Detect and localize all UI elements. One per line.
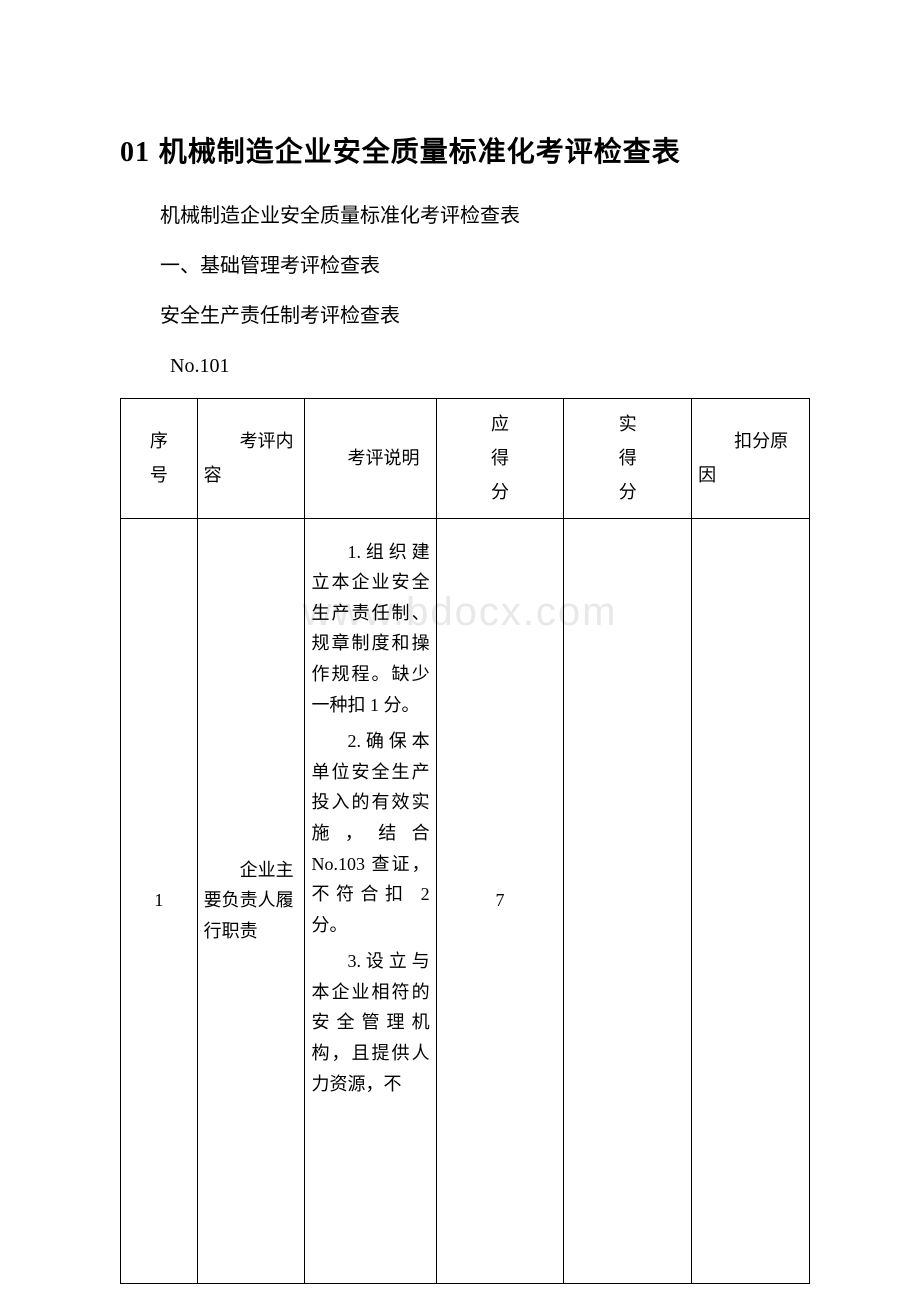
header-seq-l2: 号 (150, 465, 168, 485)
header-c4-l1: 应 (491, 414, 509, 434)
cell-desc: 1.组织建立本企业安全生产责任制、规章制度和操作规程。缺少一种扣 1 分。 2.… (305, 518, 436, 1283)
table-row: 1 企业主要负责人履行职责 1.组织建立本企业安全生产责任制、规章制度和操作规程… (121, 518, 810, 1283)
header-actual-score: 实 得 分 (564, 399, 692, 519)
title-number: 01 (120, 137, 150, 168)
evaluation-table: 序 号 考评内容 考评说明 应 得 分 实 得 分 扣分原因 1 企业主要负责人… (120, 398, 810, 1284)
desc-para-1: 1.组织建立本企业安全生产责任制、规章制度和操作规程。缺少一种扣 1 分。 (311, 537, 429, 721)
header-content: 考评内容 (197, 399, 305, 519)
desc-para-3: 3.设立与本企业相符的安全管理机构，且提供人力资源，不 (311, 946, 429, 1099)
header-seq: 序 号 (121, 399, 198, 519)
header-c4-l3: 分 (491, 482, 509, 502)
cell-should-score: 7 (436, 518, 564, 1283)
subtitle-1: 机械制造企业安全质量标准化考评检查表 (120, 198, 810, 234)
cell-reason (692, 518, 810, 1283)
table-number: No.101 (120, 348, 810, 384)
title-main: 机械制造企业安全质量标准化考评检查表 (150, 136, 681, 167)
header-c4-l2: 得 (491, 448, 509, 468)
header-reason: 扣分原因 (692, 399, 810, 519)
subtitle-2: 一、基础管理考评检查表 (120, 248, 810, 284)
subtitle-3: 安全生产责任制考评检查表 (120, 298, 810, 334)
cell-content: 企业主要负责人履行职责 (197, 518, 305, 1283)
desc-para-2: 2.确保本单位安全生产投入的有效实施，结合No.103 查证，不符合扣 2 分。 (311, 726, 429, 940)
header-seq-l1: 序 (150, 431, 168, 451)
header-c5-l3: 分 (619, 482, 637, 502)
page-content: 01 机械制造企业安全质量标准化考评检查表 机械制造企业安全质量标准化考评检查表… (0, 0, 920, 1284)
table-header-row: 序 号 考评内容 考评说明 应 得 分 实 得 分 扣分原因 (121, 399, 810, 519)
header-desc: 考评说明 (305, 399, 436, 519)
page-title: 01 机械制造企业安全质量标准化考评检查表 (120, 130, 810, 170)
header-c5-l1: 实 (619, 414, 637, 434)
header-should-score: 应 得 分 (436, 399, 564, 519)
cell-actual-score (564, 518, 692, 1283)
header-c5-l2: 得 (619, 448, 637, 468)
cell-seq: 1 (121, 518, 198, 1283)
